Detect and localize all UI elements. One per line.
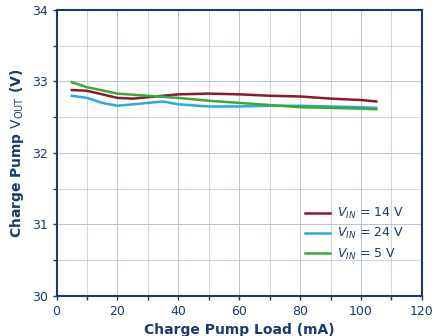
$V_{IN}$ = 24 V — [84, 96, 89, 100]
$V_{IN}$ = 5 V — [84, 85, 89, 89]
$V_{IN}$ = 24 V — [373, 106, 378, 110]
$V_{IN}$ = 14 V — [130, 97, 135, 101]
$V_{IN}$ = 5 V — [297, 105, 302, 109]
$V_{IN}$ = 5 V — [373, 107, 378, 111]
$V_{IN}$ = 14 V — [327, 97, 332, 101]
$V_{IN}$ = 5 V — [115, 92, 120, 96]
$V_{IN}$ = 24 V — [115, 104, 120, 108]
$V_{IN}$ = 5 V — [175, 96, 181, 100]
Line: $V_{IN}$ = 14 V: $V_{IN}$ = 14 V — [72, 90, 375, 101]
$V_{IN}$ = 24 V — [358, 105, 363, 109]
$V_{IN}$ = 24 V — [327, 104, 332, 109]
Y-axis label: Charge Pump $\mathrm{V_{OUT}}$ (V): Charge Pump $\mathrm{V_{OUT}}$ (V) — [8, 68, 26, 238]
$V_{IN}$ = 24 V — [99, 101, 105, 105]
$V_{IN}$ = 5 V — [206, 99, 211, 103]
$V_{IN}$ = 5 V — [327, 106, 332, 110]
$V_{IN}$ = 14 V — [373, 99, 378, 103]
$V_{IN}$ = 24 V — [236, 104, 241, 109]
X-axis label: Charge Pump Load (mA): Charge Pump Load (mA) — [144, 323, 334, 336]
$V_{IN}$ = 24 V — [69, 94, 74, 98]
$V_{IN}$ = 5 V — [236, 101, 241, 105]
$V_{IN}$ = 14 V — [84, 89, 89, 93]
$V_{IN}$ = 14 V — [206, 92, 211, 96]
$V_{IN}$ = 14 V — [115, 96, 120, 100]
Legend: $V_{IN}$ = 14 V, $V_{IN}$ = 24 V, $V_{IN}$ = 5 V: $V_{IN}$ = 14 V, $V_{IN}$ = 24 V, $V_{IN… — [299, 201, 408, 266]
$V_{IN}$ = 14 V — [236, 92, 241, 96]
$V_{IN}$ = 14 V — [266, 94, 272, 98]
$V_{IN}$ = 14 V — [175, 92, 181, 96]
$V_{IN}$ = 24 V — [145, 101, 150, 105]
$V_{IN}$ = 24 V — [297, 104, 302, 108]
$V_{IN}$ = 14 V — [358, 98, 363, 102]
$V_{IN}$ = 14 V — [145, 95, 150, 99]
Line: $V_{IN}$ = 24 V: $V_{IN}$ = 24 V — [72, 96, 375, 108]
$V_{IN}$ = 24 V — [266, 104, 272, 108]
$V_{IN}$ = 5 V — [69, 80, 74, 84]
$V_{IN}$ = 24 V — [160, 99, 165, 103]
$V_{IN}$ = 24 V — [130, 102, 135, 106]
$V_{IN}$ = 24 V — [206, 104, 211, 109]
$V_{IN}$ = 24 V — [175, 102, 181, 106]
$V_{IN}$ = 14 V — [297, 94, 302, 98]
Line: $V_{IN}$ = 5 V: $V_{IN}$ = 5 V — [72, 82, 375, 109]
$V_{IN}$ = 5 V — [266, 103, 272, 107]
$V_{IN}$ = 5 V — [358, 107, 363, 111]
$V_{IN}$ = 14 V — [69, 88, 74, 92]
$V_{IN}$ = 5 V — [145, 94, 150, 98]
